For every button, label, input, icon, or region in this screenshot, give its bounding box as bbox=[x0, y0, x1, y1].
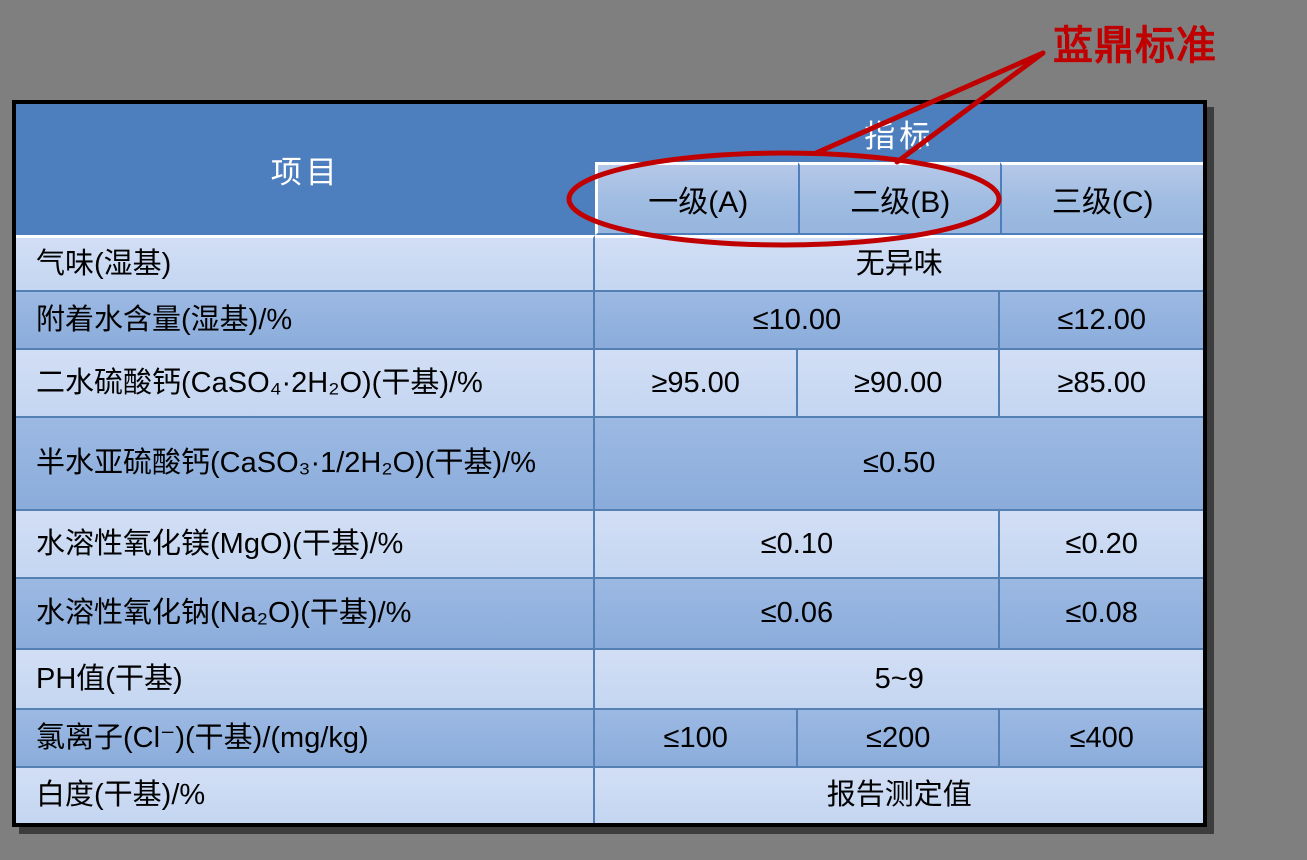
table-row: PH值(干基) 5~9 bbox=[16, 650, 1203, 710]
column-header-indicator: 指标 bbox=[595, 104, 1203, 162]
row-item-label: 水溶性氧化钠(Na₂O)(干基)/% bbox=[16, 579, 596, 650]
row-item-label: 附着水含量(湿基)/% bbox=[16, 292, 596, 350]
callout-label: 蓝鼎标准 bbox=[1053, 24, 1217, 68]
row-value: ≥90.00 bbox=[797, 350, 1001, 418]
row-item-label: 白度(干基)/% bbox=[16, 768, 596, 823]
row-value: ≤200 bbox=[797, 710, 1001, 768]
row-value: ≤0.06 bbox=[595, 579, 1001, 650]
spec-table-header: 项目 指标 一级(A) 二级(B) 三级(C) bbox=[16, 104, 1203, 235]
row-value: ≤0.08 bbox=[1000, 579, 1203, 650]
row-item-label: 半水亚硫酸钙(CaSO₃·1/2H₂O)(干基)/% bbox=[16, 418, 596, 511]
row-value: 5~9 bbox=[595, 650, 1203, 710]
table-row: 气味(湿基) 无异味 bbox=[16, 235, 1203, 292]
row-value: ≤12.00 bbox=[1000, 292, 1203, 350]
grade-header: 三级(C) bbox=[1000, 162, 1203, 235]
row-item-label: 二水硫酸钙(CaSO₄·2H₂O)(干基)/% bbox=[16, 350, 596, 418]
row-value: ≤0.50 bbox=[595, 418, 1203, 511]
column-header-item: 项目 bbox=[16, 104, 596, 235]
row-value: ≤0.10 bbox=[595, 511, 1001, 579]
table-row: 白度(干基)/% 报告测定值 bbox=[16, 768, 1203, 823]
row-value: ≤0.20 bbox=[1000, 511, 1203, 579]
table-row: 水溶性氧化镁(MgO)(干基)/% ≤0.10 ≤0.20 bbox=[16, 511, 1203, 579]
table-row: 水溶性氧化钠(Na₂O)(干基)/% ≤0.06 ≤0.08 bbox=[16, 579, 1203, 650]
spec-table: 项目 指标 一级(A) 二级(B) 三级(C) 气味(湿基) 无异味 附着水含量(湿基)… bbox=[12, 100, 1207, 827]
header-row-main: 项目 指标 bbox=[16, 104, 1203, 235]
row-value: 报告测定值 bbox=[595, 768, 1203, 823]
row-item-label: 水溶性氧化镁(MgO)(干基)/% bbox=[16, 511, 596, 579]
row-item-label: 氯离子(Cl⁻)(干基)/(mg/kg) bbox=[16, 710, 596, 768]
table-row: 附着水含量(湿基)/% ≤10.00 ≤12.00 bbox=[16, 292, 1203, 350]
row-value: ≤10.00 bbox=[595, 292, 1001, 350]
spec-table-body: 气味(湿基) 无异味 附着水含量(湿基)/% ≤10.00 ≤12.00 二水硫酸钙(Ca… bbox=[16, 235, 1203, 823]
row-value: ≤400 bbox=[1000, 710, 1203, 768]
row-value: ≥95.00 bbox=[595, 350, 798, 418]
grade-header: 一级(A) bbox=[595, 162, 798, 235]
row-value: ≥85.00 bbox=[1000, 350, 1203, 418]
row-value: 无异味 bbox=[595, 235, 1203, 292]
row-item-label: PH值(干基) bbox=[16, 650, 596, 710]
table-row: 二水硫酸钙(CaSO₄·2H₂O)(干基)/% ≥95.00 ≥90.00 ≥85.0… bbox=[16, 350, 1203, 418]
row-item-label: 气味(湿基) bbox=[16, 235, 596, 292]
table-row: 半水亚硫酸钙(CaSO₃·1/2H₂O)(干基)/% ≤0.50 bbox=[16, 418, 1203, 511]
grade-header: 二级(B) bbox=[797, 162, 1001, 235]
row-value: ≤100 bbox=[595, 710, 798, 768]
table-row: 氯离子(Cl⁻)(干基)/(mg/kg) ≤100 ≤200 ≤400 bbox=[16, 710, 1203, 768]
